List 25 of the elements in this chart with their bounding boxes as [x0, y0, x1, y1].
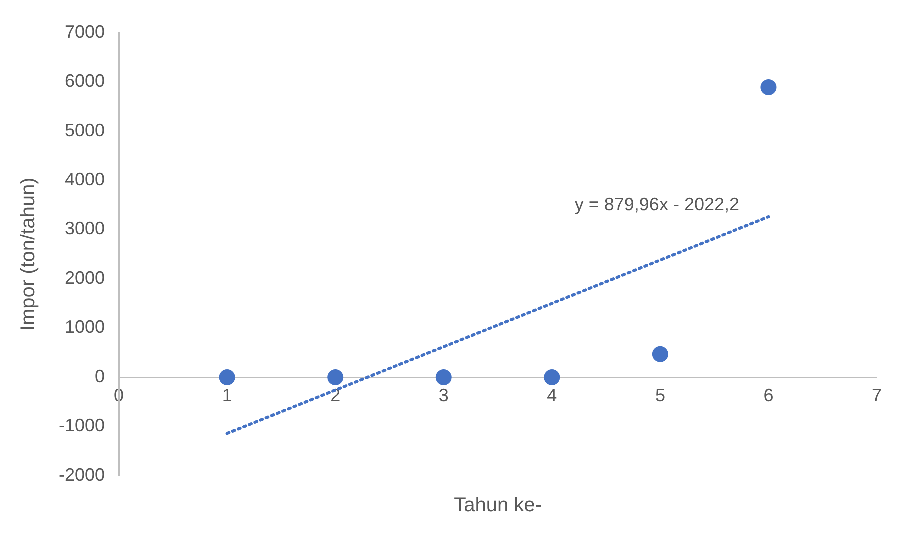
y-tick-label: 7000 [64, 22, 106, 42]
point [652, 346, 668, 362]
y-tick-label: 6000 [64, 71, 106, 92]
x-tick-label: 6 [764, 385, 774, 406]
x-tick-label: 5 [655, 385, 666, 406]
y-tick-label: 5000 [64, 120, 106, 140]
y-tick-label: 1000 [64, 317, 106, 338]
x-tick-label: 3 [438, 385, 449, 406]
point [760, 79, 777, 96]
point [436, 370, 452, 386]
y-tick-label: -2000 [58, 464, 106, 485]
y-tick-label: 4000 [64, 170, 106, 190]
y-tick-label: -1000 [58, 416, 106, 436]
x-tick-label: 7 [872, 385, 882, 406]
x-tick-label: 1 [222, 385, 232, 406]
x-tick-label: 4 [547, 385, 558, 406]
point [544, 370, 560, 386]
y-axis-title: Impor (ton/tahun) [18, 178, 40, 332]
y-tick-label: 0 [95, 366, 106, 386]
point [328, 370, 344, 386]
point [219, 370, 236, 386]
x-axis-title: Tahun ke- [454, 494, 542, 517]
annotation: y = 879,96x - 2022,2 [574, 194, 740, 215]
y-tick-label: 2000 [64, 268, 106, 288]
y-tick-label: 3000 [64, 218, 106, 239]
